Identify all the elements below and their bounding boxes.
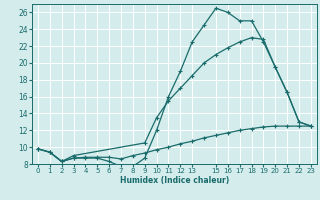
X-axis label: Humidex (Indice chaleur): Humidex (Indice chaleur): [120, 176, 229, 185]
